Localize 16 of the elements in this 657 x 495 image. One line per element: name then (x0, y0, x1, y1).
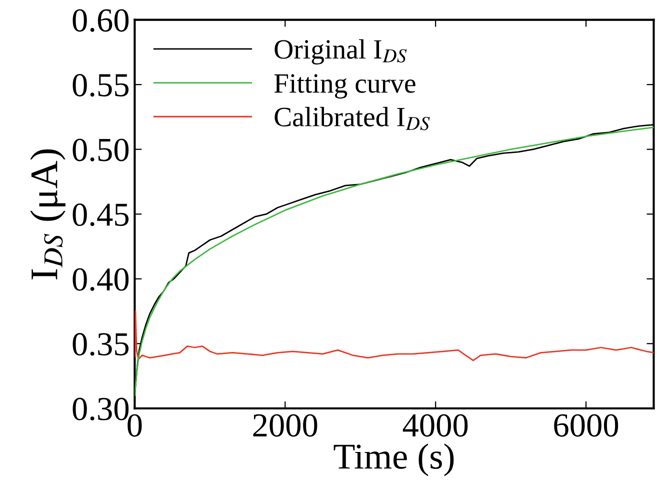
y-tick-label: 0.45 (72, 203, 129, 226)
y-tick-label: 0.40 (72, 268, 129, 291)
x-tick-label: 2000 (253, 414, 318, 437)
y-tick-label: 0.55 (72, 74, 129, 97)
x-tick-label: 4000 (402, 414, 468, 437)
legend-label: Fitting curve (274, 74, 416, 99)
legend-label: Original I$_{DS}$ (274, 39, 407, 65)
y-tick-label: 0.60 (72, 9, 129, 32)
y-tick-label: 0.50 (72, 138, 129, 162)
y-tick-label: 0.30 (72, 398, 129, 420)
x-tick-label: 0 (128, 414, 142, 437)
x-axis-title: Time (s) (334, 443, 454, 476)
legend-label: Calibrated I$_{DS}$ (274, 106, 430, 130)
y-tick-label: 0.35 (72, 333, 129, 356)
x-tick-label: 6000 (554, 414, 618, 437)
y-axis-title: I$_{DS}$ (μA) (30, 149, 66, 280)
